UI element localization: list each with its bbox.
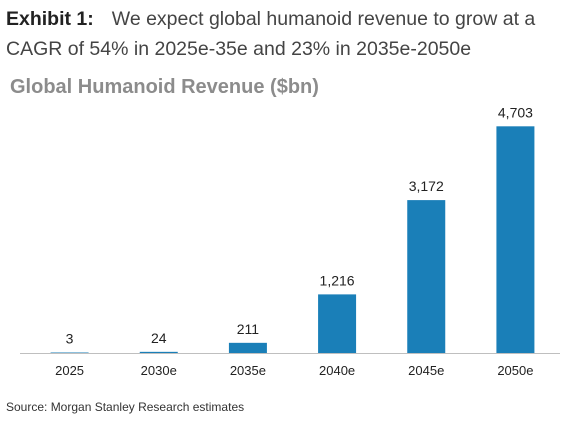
data-label-2030e: 24: [151, 330, 167, 346]
data-label-2045e: 3,172: [409, 178, 444, 194]
data-label-2050e: 4,703: [498, 104, 533, 120]
x-tick-label-2030e: 2030e: [141, 363, 177, 378]
x-tick-label-2035e: 2035e: [230, 363, 266, 378]
data-label-2025: 3: [66, 331, 74, 347]
data-label-2040e: 1,216: [320, 272, 355, 288]
x-tick-label-2050e: 2050e: [497, 363, 533, 378]
chart-title: Global Humanoid Revenue ($bn): [10, 76, 319, 98]
exhibit-heading: Exhibit 1: We expect global humanoid reve…: [6, 4, 562, 64]
bar-2040e: [318, 294, 357, 353]
bar-2025: [50, 352, 89, 353]
bar-chart: 3 2025 24 2030e 211 2035e 1,216 2040e 3,172 2045e…: [20, 104, 560, 378]
source-note: Source: Morgan Stanley Research estimate…: [6, 400, 245, 414]
bar-2035e: [228, 342, 267, 353]
bar-2045e: [407, 200, 446, 353]
data-label-2035e: 211: [237, 321, 260, 337]
exhibit-description: We expect global humanoid revenue to gro…: [6, 8, 536, 60]
exhibit-label: Exhibit 1:: [6, 8, 94, 30]
bar-2050e: [496, 126, 535, 353]
x-tick-label-2045e: 2045e: [408, 363, 444, 378]
x-tick-label-2040e: 2040e: [319, 363, 355, 378]
x-tick-label-2025: 2025: [55, 363, 84, 378]
bar-2030e: [139, 351, 178, 353]
